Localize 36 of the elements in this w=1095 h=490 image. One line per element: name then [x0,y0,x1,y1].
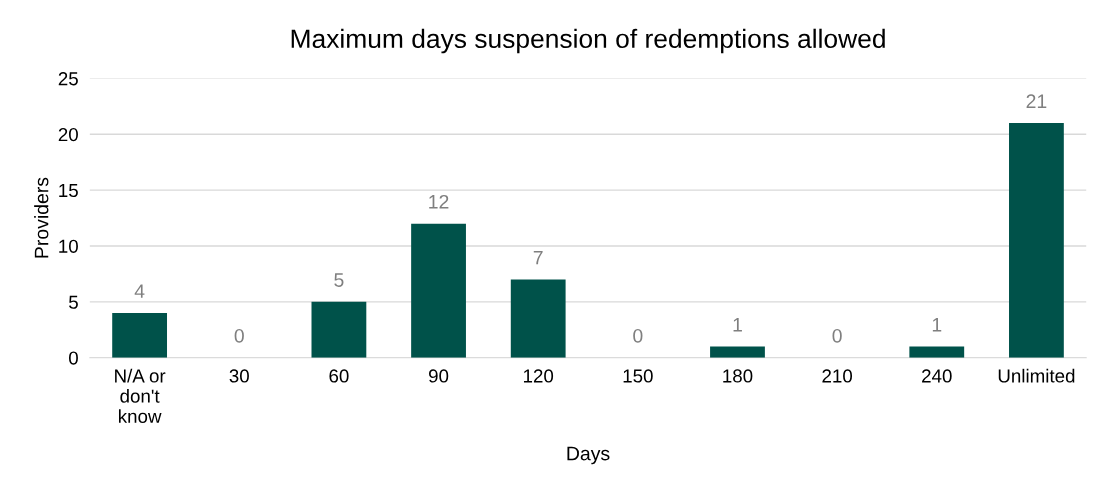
x-tick-label: 240 [922,369,952,383]
x-tick-label: 60 [329,369,349,383]
y-tick-label: 0 [68,351,78,365]
data-label: 1 [733,318,742,332]
data-label: 7 [533,250,543,265]
y-axis-title: Providers [34,177,49,258]
x-tick-label: 90 [429,369,449,383]
data-label: 1 [932,318,942,332]
bar [909,346,965,358]
y-tick-label: 20 [58,127,78,142]
x-tick-label: 120 [523,369,554,383]
chart-title: Maximum days suspension of redemptions allowed [291,28,885,54]
x-tick-label: N/A or don't know [115,368,166,423]
data-label: 4 [134,284,145,298]
data-label: 12 [429,194,449,209]
bar [112,313,168,358]
x-tick-label: 180 [723,369,753,383]
data-label: 0 [234,328,244,343]
x-tick-label: Unlimited [998,368,1075,383]
y-tick-label: 10 [59,239,78,253]
data-label: 0 [832,328,842,343]
y-tick-label: 15 [59,184,78,198]
data-label: 0 [633,328,643,343]
x-axis-title: Days [567,446,610,465]
bar [411,223,466,358]
y-tick-label: 5 [69,295,78,309]
bar [1009,123,1064,358]
x-tick-label: 30 [229,369,249,383]
x-tick-label: 150 [623,369,653,383]
x-tick-label: 210 [822,369,853,383]
data-label: 5 [334,273,344,287]
bar [510,279,566,358]
y-tick-label: 25 [58,72,78,86]
data-label: 21 [1026,94,1047,108]
bar [311,301,367,358]
bar [710,346,765,358]
